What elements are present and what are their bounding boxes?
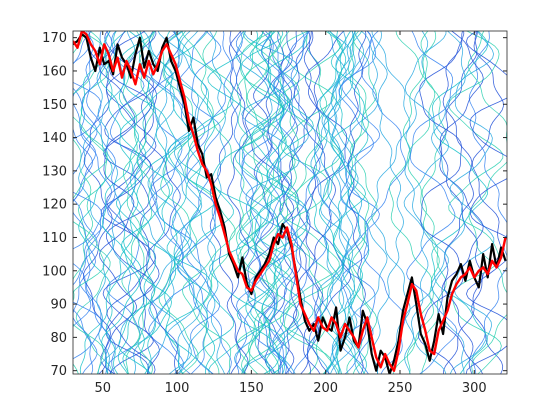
contour-line [177, 31, 235, 374]
contour-line [226, 31, 250, 374]
contour-line [347, 31, 370, 374]
series-line-red [73, 31, 507, 372]
x-tick-label: 300 [462, 381, 487, 396]
x-tick-label: 100 [165, 381, 190, 396]
series-layer [73, 31, 507, 374]
contour-line [268, 31, 297, 374]
x-tick-label: 250 [388, 381, 413, 396]
contour-line [105, 31, 139, 374]
contour-line [136, 31, 155, 374]
y-tick-label: 160 [42, 64, 67, 79]
contour-line [264, 31, 308, 374]
contour-line [403, 31, 450, 374]
contour-line [371, 31, 405, 374]
contour-line [308, 31, 347, 374]
contour-line [241, 31, 303, 374]
contour-line [78, 31, 113, 374]
contour-line [96, 31, 121, 374]
contour-line [236, 31, 285, 374]
x-tick-label: 50 [94, 381, 111, 396]
contour-line [449, 31, 495, 374]
y-tick-label: 80 [50, 331, 67, 346]
x-tick-label: 200 [313, 381, 338, 396]
contour-line [234, 31, 284, 374]
contour-line [170, 31, 233, 374]
contour-line [121, 31, 141, 374]
contour-line [403, 31, 440, 374]
contour-line [338, 31, 374, 374]
x-axis: 50 100 150 200 250 300 [94, 31, 487, 396]
contour-line [467, 31, 507, 374]
y-tick-label: 100 [42, 264, 67, 279]
contour-line [163, 31, 202, 374]
contour-line [186, 31, 222, 374]
contour-line [389, 31, 436, 374]
contour-line [292, 31, 337, 374]
contour-line [272, 31, 310, 374]
contour-line [78, 31, 113, 374]
contour-line [229, 31, 261, 374]
x-tick-label: 150 [239, 381, 264, 396]
contour-line [120, 31, 174, 374]
contour-line [150, 31, 192, 374]
contour-line [75, 31, 113, 374]
y-tick-label: 120 [42, 198, 67, 213]
y-tick-label: 150 [42, 98, 67, 113]
y-axis: 70 80 90 100 110 120 130 140 150 160 170 [42, 31, 507, 379]
contour-line [404, 31, 429, 374]
contour-line [73, 31, 97, 374]
contour-line [98, 31, 138, 374]
y-tick-label: 130 [42, 164, 67, 179]
contour-line [448, 31, 504, 374]
contour-line [244, 31, 287, 374]
contour-line [73, 82, 103, 360]
contour-line [200, 31, 245, 374]
contour-line [99, 31, 140, 374]
contour-line [442, 31, 475, 374]
y-tick-label: 90 [50, 298, 67, 313]
contour-line [115, 31, 177, 374]
contour-line [272, 31, 332, 374]
contour-line [471, 31, 504, 374]
contour-line [260, 31, 290, 374]
contour-line [261, 31, 287, 374]
contour-line [262, 31, 299, 374]
contour-line [465, 31, 507, 374]
contour-line [406, 31, 458, 374]
contour-line [351, 31, 378, 374]
contour-line [147, 31, 208, 374]
contour-line [148, 31, 206, 374]
y-tick-label: 70 [50, 364, 67, 379]
contour-line [148, 31, 185, 374]
y-tick-label: 110 [42, 231, 67, 246]
contour-line [106, 31, 145, 374]
contour-line [468, 31, 507, 374]
contour-line [83, 31, 113, 374]
contour-line [431, 31, 489, 374]
contour-line [138, 31, 160, 374]
contour-line [331, 31, 388, 374]
contour-line [73, 31, 98, 374]
contour-line [417, 31, 465, 374]
contour-line [346, 31, 372, 374]
axes-box [72, 30, 508, 375]
contour-line [73, 31, 108, 374]
contour-line [321, 31, 359, 374]
contour-line [73, 31, 93, 374]
contour-line [279, 31, 334, 374]
contour-line [240, 31, 296, 374]
contour-line [249, 31, 293, 374]
contour-line [303, 31, 324, 374]
y-tick-label: 140 [42, 131, 67, 146]
y-tick-label: 170 [42, 31, 67, 46]
